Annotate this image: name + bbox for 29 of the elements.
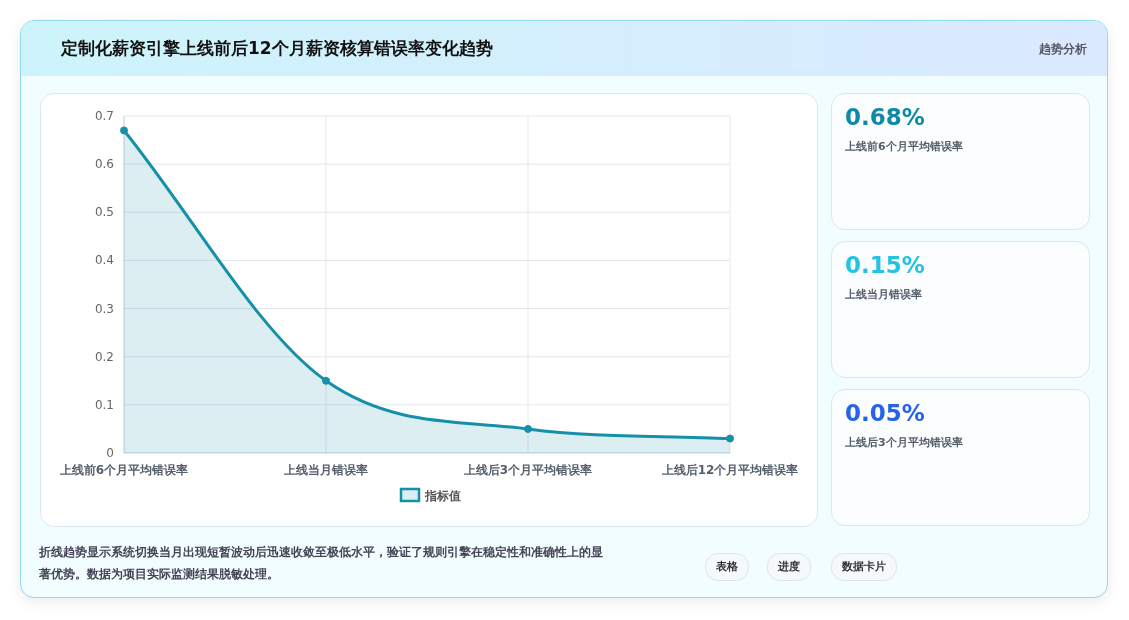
text: 折线趋势显示系统切换当月出现短暂波动后迅速收敛至极低水平，验证了规则引擎在稳定性和准确性上的显著优势。数据为项目实际监测结果脱敏处理。 xyxy=(39,544,604,583)
y-tick-label: 0.7 xyxy=(94,109,114,123)
x-tick-label: 上线前6个月平均错误率 xyxy=(58,463,189,477)
y-tick-label: 0.3 xyxy=(94,301,114,316)
text: 表格 xyxy=(705,553,749,581)
text: 0.15% xyxy=(845,252,925,278)
y-tick-label: 0.1 xyxy=(94,397,114,412)
point xyxy=(524,424,532,433)
y-tick-label: 0.6 xyxy=(94,157,114,172)
text: 0.05% xyxy=(845,400,925,426)
text: 趋势分析 xyxy=(1039,41,1087,58)
point xyxy=(322,376,330,385)
y-tick-label: 0.2 xyxy=(94,349,114,364)
x-tick-label: 上线当月错误率 xyxy=(283,463,368,477)
legend-label: 指标值 xyxy=(424,489,461,503)
point xyxy=(726,434,734,443)
chart-title: 定制化薪资引擎上线前后12个月薪资核算错误率变化趋势 xyxy=(61,37,493,60)
point xyxy=(120,126,128,135)
text: 数据卡片 xyxy=(831,553,897,581)
y-tick-label: 0 xyxy=(106,446,114,460)
text: 上线前6个月平均错误率 xyxy=(845,139,963,154)
text: 进度 xyxy=(767,553,811,581)
y-tick-label: 0.4 xyxy=(94,253,114,268)
x-tick-label: 上线后3个月平均错误率 xyxy=(462,463,593,477)
y-tick-label: 0.5 xyxy=(94,205,114,220)
text: 0.68% xyxy=(845,104,925,130)
text: 上线当月错误率 xyxy=(845,287,922,302)
x-tick-label: 上线后12个月平均错误率 xyxy=(660,463,799,477)
text: 上线后3个月平均错误率 xyxy=(845,435,963,450)
